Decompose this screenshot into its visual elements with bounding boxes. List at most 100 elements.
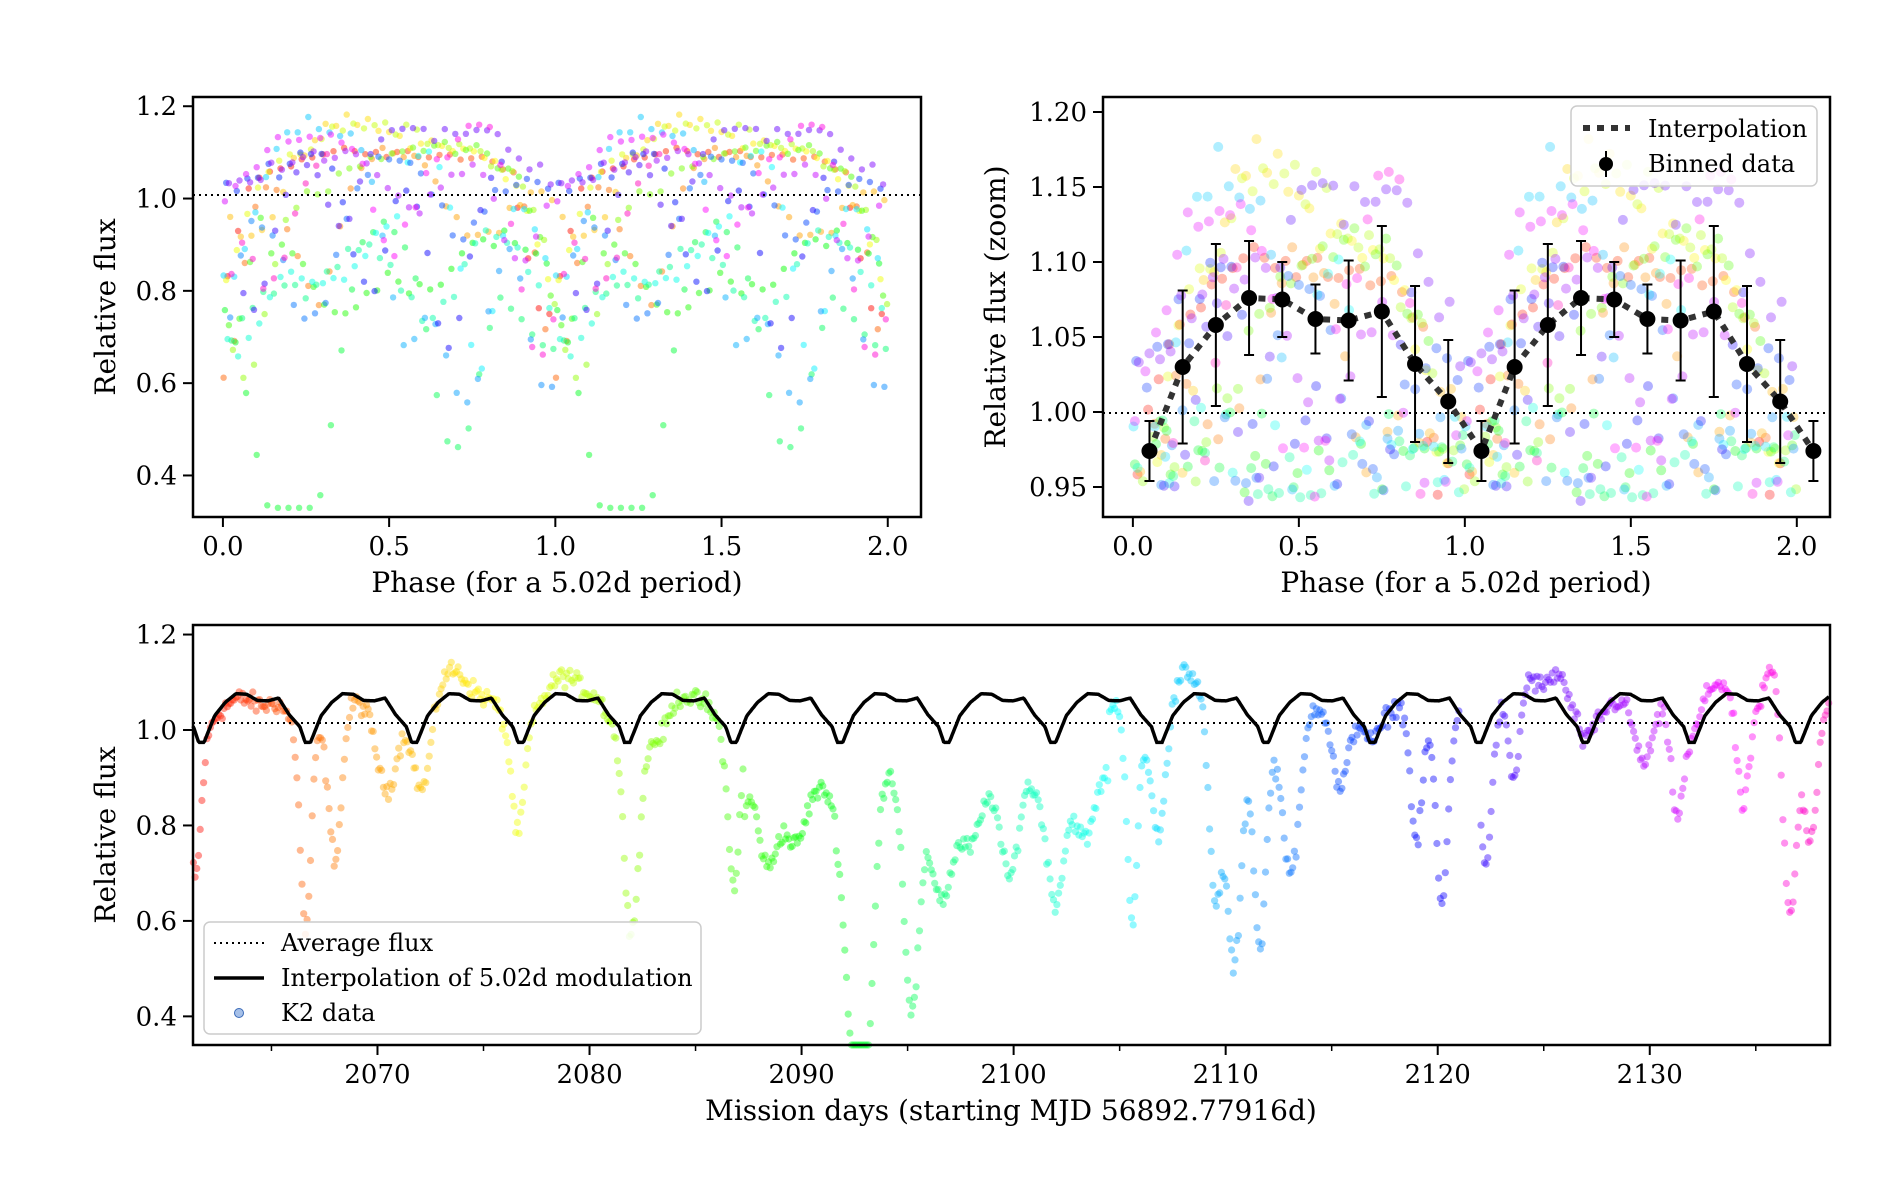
bt-data-point xyxy=(731,887,739,895)
tl-data-point xyxy=(748,210,756,217)
bt-data-point xyxy=(1336,787,1344,795)
bt-data-point xyxy=(1782,879,1790,888)
bt-data-point xyxy=(318,736,326,744)
tl-data-point xyxy=(505,165,512,172)
tr-data-point xyxy=(1383,166,1394,177)
bt-data-point xyxy=(568,676,576,685)
tr-data-point xyxy=(1348,449,1359,460)
bt-data-point xyxy=(415,781,423,789)
tr-data-point xyxy=(1321,183,1332,193)
bt-data-point xyxy=(1436,894,1444,903)
bt-data-point xyxy=(868,979,876,988)
tr-ytick-label: 0.95 xyxy=(1029,473,1087,503)
tl-data-point xyxy=(282,216,289,224)
tr-data-point xyxy=(1551,412,1562,423)
bt-data-point xyxy=(1555,670,1563,678)
bt-data-point xyxy=(1560,678,1568,687)
tl-data-point xyxy=(604,260,611,268)
bt-data-point xyxy=(778,838,786,847)
tr-data-point xyxy=(1456,443,1467,454)
bt-data-point xyxy=(362,701,371,709)
tr-data-point xyxy=(1301,464,1312,475)
tl-data-point xyxy=(465,425,472,432)
bt-data-point xyxy=(337,804,345,812)
bt-data-point xyxy=(1316,706,1324,714)
tl-data-point xyxy=(221,198,229,205)
bt-data-point xyxy=(1538,683,1546,691)
tl-data-point xyxy=(302,180,309,187)
tr-data-point xyxy=(1299,442,1310,453)
bt-data-point xyxy=(1796,807,1804,815)
bt-data-point xyxy=(1748,733,1756,741)
tr-data-point xyxy=(1309,491,1320,502)
tr-data-point xyxy=(1141,382,1152,393)
bt-data-point xyxy=(498,725,506,733)
tr-data-point xyxy=(1133,357,1144,368)
tr-data-point xyxy=(1451,430,1462,441)
tr-data-point xyxy=(1587,374,1598,385)
tr-xtick-label: 0.5 xyxy=(1278,532,1319,562)
tr-data-point xyxy=(1721,275,1731,286)
tl-data-point xyxy=(238,239,246,246)
tl-data-point xyxy=(517,275,524,282)
tl-data-point xyxy=(352,151,360,158)
tr-data-point xyxy=(1784,375,1795,385)
tr-data-point xyxy=(1566,192,1577,203)
bt-data-point xyxy=(1808,827,1816,836)
tr-data-point xyxy=(1352,273,1363,284)
tl-data-point xyxy=(399,148,406,155)
tr-data-point xyxy=(1431,446,1442,457)
tr-data-point xyxy=(1406,313,1417,324)
bt-data-point xyxy=(1022,787,1030,796)
tl-data-point xyxy=(539,342,546,349)
tl-data-point xyxy=(550,345,557,353)
tr-data-point xyxy=(1664,229,1675,240)
tl-data-point xyxy=(624,281,631,289)
bt-data-point xyxy=(932,886,941,894)
tl-data-point xyxy=(714,119,721,126)
tl-data-point xyxy=(585,164,593,171)
tr-data-point xyxy=(1319,268,1329,278)
tl-data-point xyxy=(579,179,586,186)
tr-data-point xyxy=(1651,268,1661,278)
bt-data-point xyxy=(1053,901,1061,909)
tr-data-point xyxy=(1188,385,1199,396)
tr-data-point xyxy=(1517,309,1528,320)
tl-data-point xyxy=(416,210,423,217)
tr-data-point xyxy=(1247,186,1258,197)
bt-data-point xyxy=(330,862,338,870)
bt-data-point xyxy=(926,859,934,867)
tl-data-point xyxy=(480,171,487,179)
bt-data-point xyxy=(793,839,801,847)
tl-data-point xyxy=(842,205,850,213)
tl-data-point xyxy=(519,183,527,190)
tr-data-point xyxy=(1342,233,1353,244)
tl-data-point xyxy=(346,165,353,172)
bt-data-point xyxy=(1187,677,1195,685)
bt-data-point xyxy=(349,704,357,712)
tl-data-point xyxy=(299,153,307,161)
tr-data-point xyxy=(1617,278,1628,289)
bt-data-point xyxy=(425,752,433,760)
tr-data-point xyxy=(1709,484,1720,495)
tr-data-point xyxy=(1378,485,1389,496)
bt-data-point xyxy=(1287,868,1295,876)
tl-data-point xyxy=(583,361,590,368)
bt-xtick-label: 2130 xyxy=(1617,1060,1683,1090)
tl-data-point xyxy=(314,172,321,179)
bt-data-point xyxy=(763,863,771,871)
tl-data-point xyxy=(581,255,589,263)
tr-data-point xyxy=(1338,234,1349,245)
bt-data-point xyxy=(395,744,403,752)
tl-data-point xyxy=(342,310,349,317)
tl-data-point xyxy=(853,206,860,213)
tr-data-point xyxy=(1754,436,1765,447)
tr-data-point xyxy=(1169,481,1180,492)
tr-data-point xyxy=(1516,338,1526,349)
bt-data-point xyxy=(1664,738,1672,746)
bt-data-point xyxy=(975,819,983,827)
tl-data-point xyxy=(874,255,881,262)
tl-data-point xyxy=(311,310,319,317)
tr-data-point xyxy=(1586,308,1597,319)
tr-data-point xyxy=(1592,458,1603,469)
